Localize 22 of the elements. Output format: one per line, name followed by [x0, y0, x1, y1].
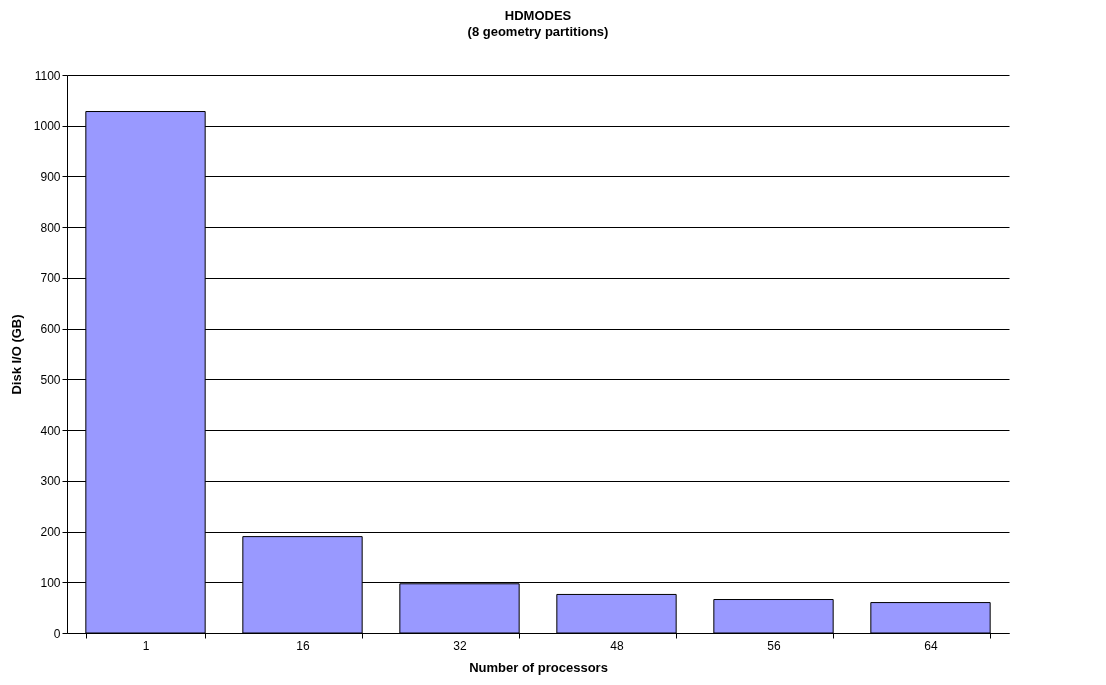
- x-axis-title: Number of processors: [469, 659, 608, 675]
- y-tick-label: 600: [40, 322, 61, 337]
- y-tick-label: 800: [40, 220, 61, 235]
- y-tick-label: 300: [40, 474, 61, 489]
- x-tick-label: 1: [142, 638, 150, 653]
- y-tick-label: 700: [40, 271, 61, 286]
- y-tick-label: 400: [40, 423, 61, 438]
- x-tick-label: 56: [767, 638, 781, 653]
- y-tick-label: 200: [40, 525, 61, 540]
- x-tick-label: 64: [924, 638, 938, 653]
- y-tick-label: 1100: [34, 68, 61, 83]
- y-tick-label: 900: [40, 169, 61, 184]
- y-tick-label: 100: [40, 575, 61, 590]
- y-tick-label: 500: [40, 372, 61, 387]
- y-tick-label: 0: [53, 626, 61, 641]
- y-axis-title: Disk I/O (GB): [8, 314, 24, 395]
- x-tick-label: 32: [453, 638, 467, 653]
- x-tick-label: 16: [296, 638, 310, 653]
- y-tick-label: 1000: [33, 119, 61, 134]
- chart-subtitle: (8 geometry partitions): [467, 24, 609, 39]
- chart-title: HDMODES: [504, 8, 572, 23]
- x-tick-label: 48: [610, 638, 624, 653]
